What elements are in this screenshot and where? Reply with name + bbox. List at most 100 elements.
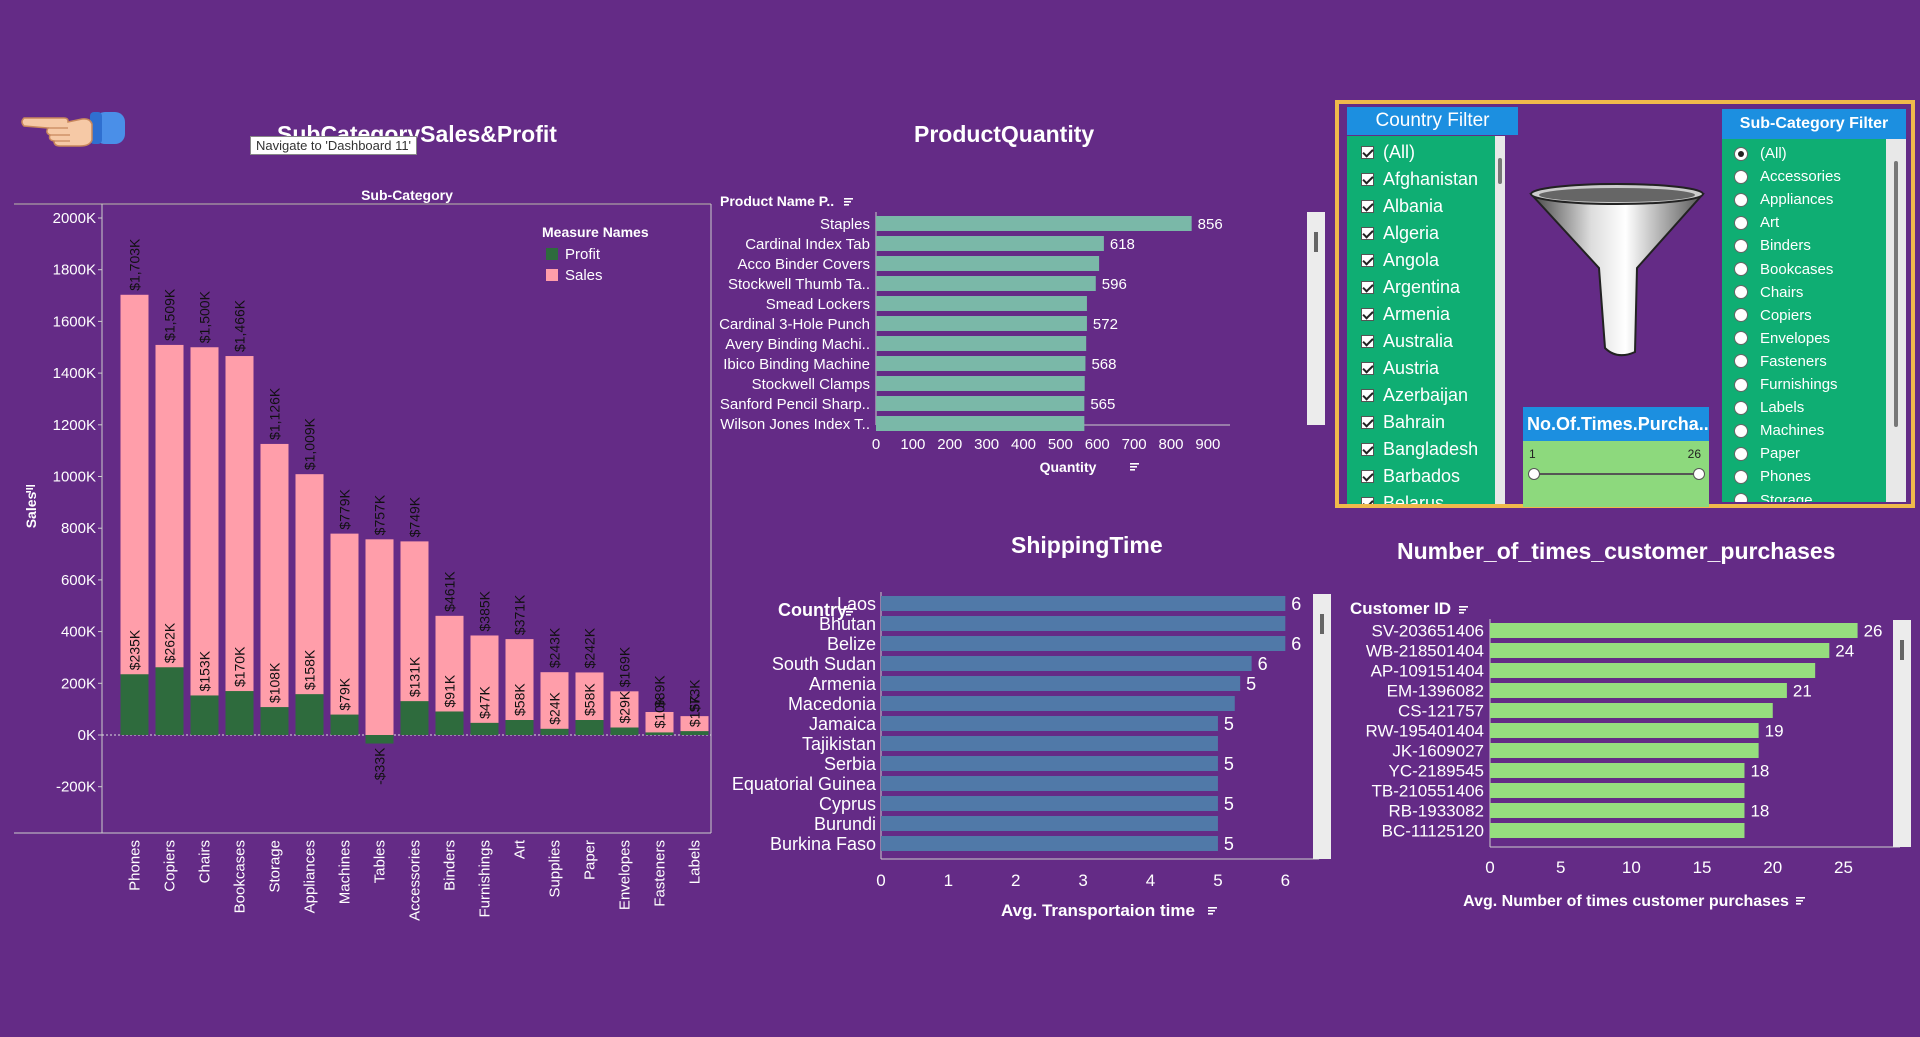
data-bar [876,316,1087,331]
subcat-filter-item[interactable]: Appliances [1734,191,1833,208]
pointing-hand-icon[interactable] [20,104,130,157]
category-label: Storage [267,840,284,893]
subcat-filter-item[interactable]: Envelopes [1734,330,1830,347]
checkbox-icon[interactable] [1361,173,1374,186]
radio-button-icon[interactable] [1734,469,1748,484]
category-label: Chairs [197,840,214,883]
row-label: YC-2189545 [1389,761,1484,780]
country-filter-item[interactable]: Armenia [1361,304,1450,325]
subcat-filter-item[interactable]: Chairs [1734,284,1803,301]
checkbox-icon[interactable] [1361,200,1374,213]
subcat-filter-item[interactable]: Fasteners [1734,353,1827,370]
checkbox-icon[interactable] [1361,389,1374,402]
country-filter-scrollbar[interactable] [1495,136,1505,504]
radio-button-icon[interactable] [1734,354,1748,369]
subcat-filter-item[interactable]: Furnishings [1734,376,1838,393]
row-label: Equatorial Guinea [732,774,877,794]
radio-button-icon[interactable] [1734,331,1748,346]
sales-bar [505,639,534,735]
country-filter-item[interactable]: Austria [1361,358,1439,379]
radio-button-icon[interactable] [1734,215,1748,230]
country-filter-item[interactable]: (All) [1361,142,1415,163]
country-filter-item[interactable]: Afghanistan [1361,169,1478,190]
slider-max-handle[interactable] [1693,468,1705,480]
subcat-filter-scrollbar[interactable] [1886,139,1906,502]
subcat-filter-list[interactable]: (All) Accessories Appliances Art Binders Book… [1722,139,1886,502]
category-label: Bookcases [232,840,249,913]
checkbox-icon[interactable] [1361,227,1374,240]
country-filter-item[interactable]: Australia [1361,331,1453,352]
radio-button-icon[interactable] [1734,262,1748,276]
sales-bar [295,474,324,735]
country-filter-label: Algeria [1383,223,1440,243]
x-axis-label: Avg. Transportaion time [1001,901,1195,920]
radio-button-icon[interactable] [1734,400,1748,415]
row-header: Customer ID [1350,599,1451,618]
radio-button-icon[interactable] [1734,423,1748,438]
row-label: Laos [837,594,876,614]
country-filter-item[interactable]: Bangladesh [1361,439,1478,460]
checkbox-icon[interactable] [1361,416,1374,429]
category-label: Phones [127,840,144,891]
radio-button-icon[interactable] [1734,146,1748,161]
radio-button-icon[interactable] [1734,238,1748,253]
country-filter-item[interactable]: Azerbaijan [1361,385,1468,406]
radio-button-icon[interactable] [1734,493,1748,502]
checkbox-icon[interactable] [1361,362,1374,375]
subcat-filter-item[interactable]: (All) [1734,145,1787,162]
y-tick-label: 2000K [53,210,96,227]
country-filter-item[interactable]: Barbados [1361,466,1460,487]
row-label: Tajikistan [802,734,876,754]
subcat-filter-item[interactable]: Phones [1734,468,1811,485]
checkbox-icon[interactable] [1361,146,1374,159]
subcat-filter-item[interactable]: Storage [1734,492,1813,502]
row-label: AP-109151404 [1371,661,1484,680]
subcat-filter-item[interactable]: Art [1734,214,1779,231]
checkbox-icon[interactable] [1361,443,1374,456]
subcat-filter-item[interactable]: Binders [1734,237,1811,254]
category-label: Supplies [547,840,564,898]
sort-icon-line [844,198,853,200]
profit-bar [260,707,289,735]
country-filter-item[interactable]: Argentina [1361,277,1460,298]
category-label: Copiers [162,840,179,892]
country-filter-item[interactable]: Bahrain [1361,412,1445,433]
country-filter-item[interactable]: Albania [1361,196,1443,217]
funnel-icon [1525,180,1710,375]
checkbox-icon[interactable] [1361,335,1374,348]
subcat-filter-item[interactable]: Paper [1734,445,1800,462]
subcat-header: Sub-Category [361,187,453,203]
data-bar [876,416,1085,431]
radio-button-icon[interactable] [1734,169,1748,184]
slider-max-label: 26 [1687,447,1701,461]
checkbox-icon[interactable] [1361,308,1374,321]
radio-button-icon[interactable] [1734,377,1748,392]
radio-button-icon[interactable] [1734,446,1748,461]
category-label: Fasteners [652,840,669,907]
subcat-filter-item[interactable]: Machines [1734,422,1824,439]
data-bar [881,736,1218,751]
country-filter-item[interactable]: Angola [1361,250,1439,271]
slider-min-handle[interactable] [1528,468,1540,480]
customer-chart-title: Number_of_times_customer_purchases [1397,538,1836,564]
data-bar [876,236,1104,251]
x-tick-label: 15 [1693,858,1712,877]
checkbox-icon[interactable] [1361,254,1374,267]
country-filter-list[interactable]: (All) Afghanistan Albania Algeria Angola Arge… [1347,136,1495,504]
country-filter-item[interactable]: Algeria [1361,223,1439,244]
data-bar [1490,623,1858,638]
subcat-filter-item[interactable]: Bookcases [1734,261,1833,278]
subcat-filter-item[interactable]: Copiers [1734,307,1812,324]
checkbox-icon[interactable] [1361,470,1374,483]
sales-data-label: $1,703K [127,238,143,291]
radio-button-icon[interactable] [1734,285,1748,300]
subcat-filter-item[interactable]: Accessories [1734,168,1841,185]
country-filter-item[interactable]: Belarus [1361,493,1444,504]
radio-button-icon[interactable] [1734,192,1748,207]
checkbox-icon[interactable] [1361,497,1374,504]
radio-button-icon[interactable] [1734,308,1748,323]
data-bar [881,796,1218,811]
subcat-filter-item[interactable]: Labels [1734,399,1804,416]
checkbox-icon[interactable] [1361,281,1374,294]
purchases-slider[interactable]: 1 26 [1523,441,1709,507]
